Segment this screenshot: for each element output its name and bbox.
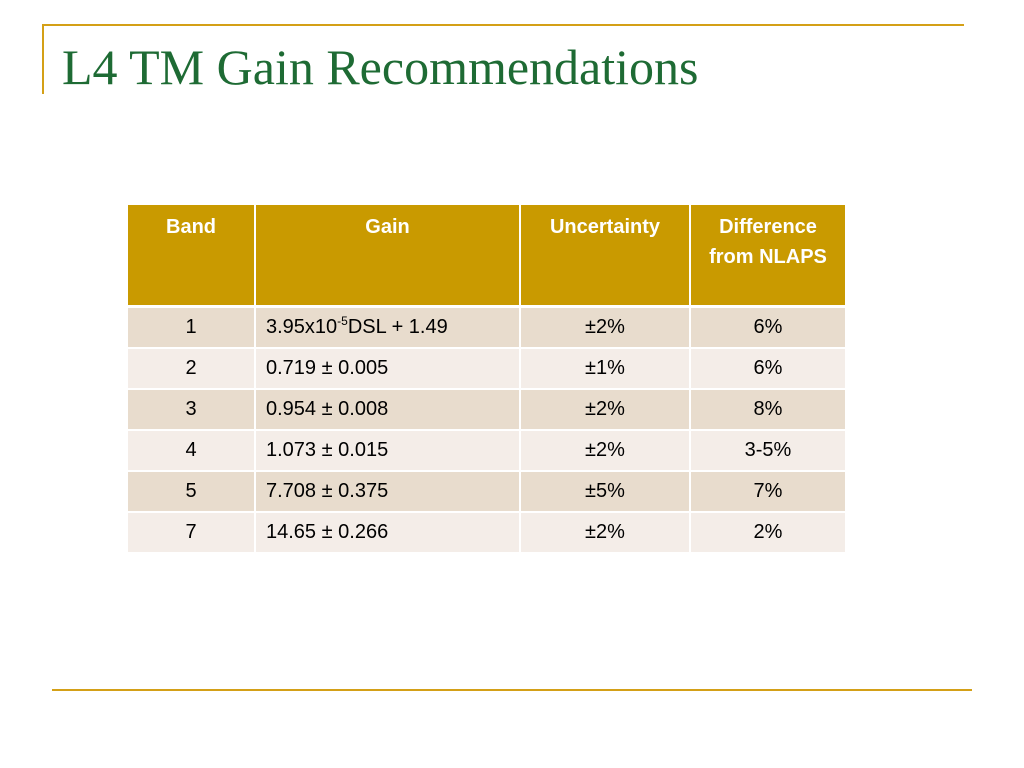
cell-uncertainty: ±1% [520,348,691,390]
cell-band: 7 [128,512,256,554]
gain-table: Band Gain Uncertainty Difference from NL… [128,205,845,554]
cell-difference: 8% [690,389,845,431]
cell-gain: 1.073 ± 0.015 [255,430,521,472]
cell-difference: 6% [690,348,845,390]
slide-title: L4 TM Gain Recommendations [62,39,699,95]
header-difference: Difference from NLAPS [690,205,845,308]
cell-uncertainty: ±5% [520,471,691,513]
cell-gain: 14.65 ± 0.266 [255,512,521,554]
cell-uncertainty: ±2% [520,389,691,431]
table-header-row: Band Gain Uncertainty Difference from NL… [128,205,845,308]
frame-left-rule [42,24,44,94]
cell-band: 2 [128,348,256,390]
cell-band: 3 [128,389,256,431]
cell-band: 1 [128,306,256,349]
cell-band: 4 [128,430,256,472]
frame-top-rule [42,24,964,26]
table-row: 4 1.073 ± 0.015 ±2% 3-5% [128,430,845,472]
cell-gain: 3.95x10-5DSL + 1.49 [255,306,521,349]
cell-difference: 7% [690,471,845,513]
table-row: 3 0.954 ± 0.008 ±2% 8% [128,389,845,431]
header-uncertainty: Uncertainty [520,205,691,308]
cell-gain: 0.954 ± 0.008 [255,389,521,431]
gain-prefix: 3.95x10 [266,316,338,338]
cell-difference: 3-5% [690,430,845,472]
footer-rule [52,689,972,691]
header-band: Band [128,205,256,308]
cell-band: 5 [128,471,256,513]
cell-uncertainty: ±2% [520,430,691,472]
cell-uncertainty: ±2% [520,306,691,349]
cell-uncertainty: ±2% [520,512,691,554]
cell-gain: 0.719 ± 0.005 [255,348,521,390]
cell-difference: 6% [690,306,845,349]
table-row: 7 14.65 ± 0.266 ±2% 2% [128,512,845,554]
cell-gain: 7.708 ± 0.375 [255,471,521,513]
table-row: 2 0.719 ± 0.005 ±1% 6% [128,348,845,390]
table-row: 5 7.708 ± 0.375 ±5% 7% [128,471,845,513]
table-row: 1 3.95x10-5DSL + 1.49 ±2% 6% [128,306,845,349]
header-gain: Gain [255,205,521,308]
gain-exponent: -5 [337,314,348,328]
cell-difference: 2% [690,512,845,554]
gain-suffix: DSL + 1.49 [347,316,448,338]
